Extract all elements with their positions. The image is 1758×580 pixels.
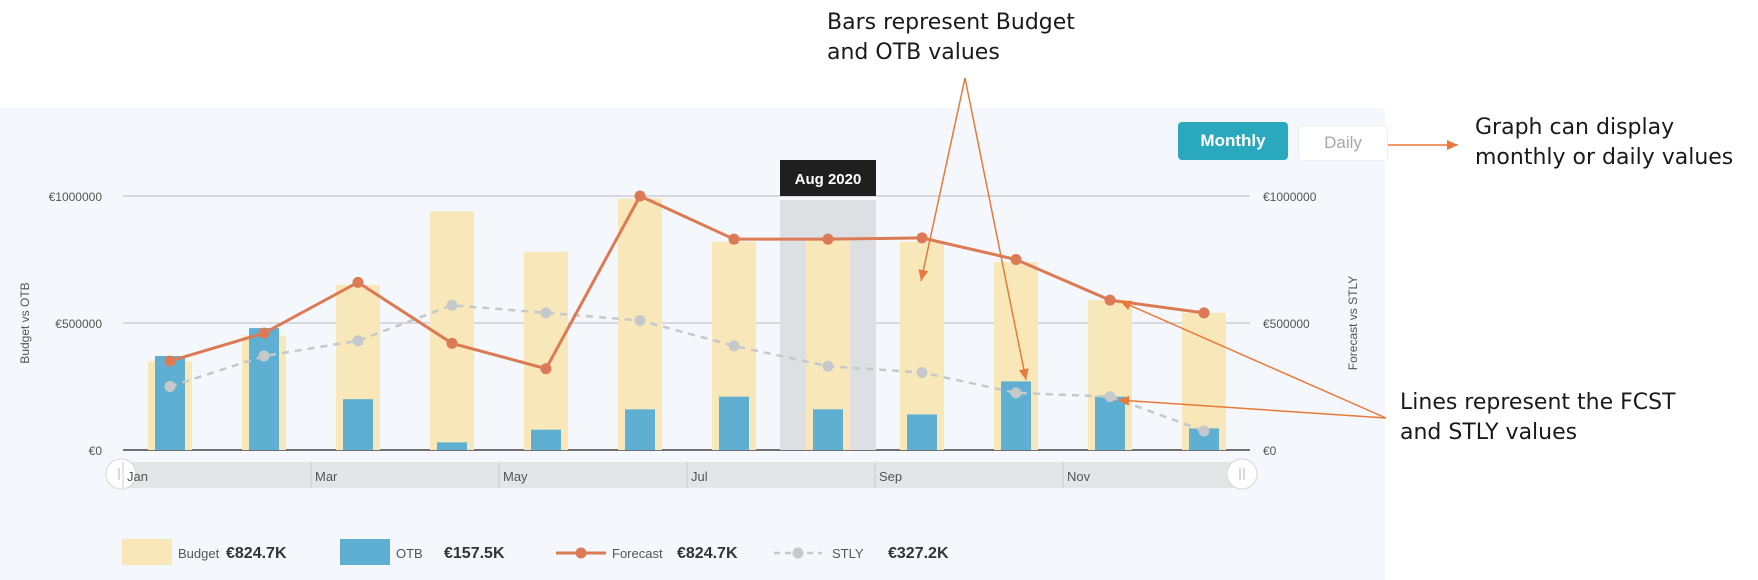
legend-forecast-marker	[575, 547, 587, 559]
forecast-point-sep	[916, 232, 928, 244]
legend-otb-value: €157.5K	[444, 545, 505, 562]
lines-annotation-line-1: Lines represent the FCST	[1400, 390, 1676, 415]
stly-point-feb	[258, 350, 270, 362]
y-axis-title-right: Forecast vs STLY	[1346, 276, 1360, 370]
x-tick-label-jul: Jul	[691, 469, 708, 484]
annotation-arrowhead	[918, 269, 929, 281]
monthly-toggle-button[interactable]: Monthly	[1178, 122, 1288, 160]
y-tick-label-left: €1000000	[49, 190, 103, 204]
annotation-arrowhead	[1447, 140, 1458, 150]
forecast-point-jul	[728, 233, 740, 245]
slider-handle-circle	[1226, 458, 1258, 490]
legend-stly-value: €327.2K	[888, 545, 949, 562]
legend-budget-label: Budget	[178, 546, 220, 561]
x-tick-label-mar: Mar	[315, 469, 338, 484]
y-axis-title-left: Budget vs OTB	[18, 282, 32, 363]
legend-forecast-label: Forecast	[612, 546, 663, 561]
legend-stly-label: STLY	[832, 546, 864, 561]
stly-point-oct	[1010, 387, 1022, 399]
tooltip-box	[780, 160, 876, 196]
stly-point-nov	[1104, 391, 1116, 403]
daily-toggle-button[interactable]: Daily	[1298, 125, 1388, 161]
lines-annotation-line-2: and STLY values	[1400, 420, 1578, 445]
y-tick-label-right: €0	[1263, 444, 1277, 458]
stly-point-jan	[164, 381, 176, 392]
stly-point-jun	[634, 314, 646, 326]
stly-point-dec	[1198, 425, 1210, 437]
legend-forecast-value: €824.7K	[677, 545, 738, 562]
otb-bar-nov	[1095, 396, 1125, 450]
x-tick-label-sep: Sep	[879, 469, 902, 484]
bars-annotation-line-2: and OTB values	[827, 40, 1000, 65]
otb-bar-may	[531, 429, 561, 450]
legend-budget-swatch	[122, 539, 172, 565]
lines-annotation: Lines represent the FCST and STLY values	[1400, 388, 1740, 448]
bars-annotation-line-1: Bars represent Budget	[827, 10, 1075, 35]
graph-annotation-line-1: Graph can display	[1475, 115, 1675, 140]
y-tick-label-left: €0	[89, 444, 103, 458]
legend-budget-value: €824.7K	[226, 545, 287, 562]
tooltip-label: Aug 2020	[795, 171, 862, 188]
y-tick-label-right: €500000	[1263, 317, 1310, 331]
annotation-arrow-otb	[964, 77, 1027, 381]
x-tick-label-nov: Nov	[1067, 469, 1091, 484]
range-slider-track	[120, 462, 1250, 488]
bars-annotation: Bars represent Budget and OTB values	[827, 8, 1127, 68]
otb-bar-jun	[625, 409, 655, 450]
forecast-point-jan	[164, 355, 176, 367]
stly-point-apr	[446, 299, 458, 311]
forecast-point-aug	[822, 233, 834, 245]
stly-point-mar	[352, 335, 364, 347]
y-tick-label-left: €500000	[55, 317, 102, 331]
budget-bar-apr	[430, 211, 474, 450]
graph-annotation: Graph can display monthly or daily value…	[1475, 113, 1758, 173]
otb-bar-aug	[813, 409, 843, 450]
otb-bar-jul	[719, 396, 749, 450]
annotation-arrowhead	[1120, 300, 1133, 311]
x-tick-label-may: May	[503, 469, 528, 484]
stly-point-jul	[728, 340, 740, 352]
budget-bar-may	[524, 251, 568, 450]
x-tick-label-jan: Jan	[127, 469, 148, 484]
annotation-arrow-forecast	[1119, 300, 1387, 419]
stly-point-aug	[822, 360, 834, 372]
annotation-arrowhead	[1018, 368, 1029, 380]
legend-stly-marker	[792, 547, 804, 559]
annotation-arrowhead	[1118, 395, 1130, 406]
legend-otb-swatch	[340, 539, 390, 565]
otb-bar-apr	[437, 442, 467, 450]
slider-handle-circle	[105, 458, 137, 490]
y-tick-label-right: €1000000	[1263, 190, 1317, 204]
annotation-arrow-budget	[920, 77, 966, 282]
forecast-point-may	[540, 363, 552, 375]
otb-bar-jan	[155, 356, 185, 450]
forecast-point-mar	[352, 276, 364, 288]
stly-line	[169, 303, 1205, 433]
legend-otb-label: OTB	[396, 546, 423, 561]
otb-bar-dec	[1189, 428, 1219, 450]
forecast-point-dec	[1198, 307, 1210, 319]
forecast-point-feb	[258, 327, 270, 339]
range-slider-left-handle[interactable]	[105, 458, 137, 490]
forecast-point-oct	[1010, 254, 1022, 265]
forecast-point-jun	[634, 190, 646, 202]
otb-bar-feb	[249, 328, 279, 450]
annotation-arrow-stly	[1117, 399, 1387, 419]
stly-point-may	[540, 307, 552, 319]
otb-bar-mar	[343, 399, 373, 450]
otb-bar-sep	[907, 414, 937, 450]
forecast-point-nov	[1104, 294, 1116, 306]
graph-annotation-line-2: monthly or daily values	[1475, 145, 1734, 170]
stly-point-sep	[916, 367, 928, 379]
forecast-line	[169, 194, 1205, 371]
range-slider-right-handle[interactable]	[1226, 458, 1258, 490]
forecast-point-apr	[446, 337, 458, 349]
